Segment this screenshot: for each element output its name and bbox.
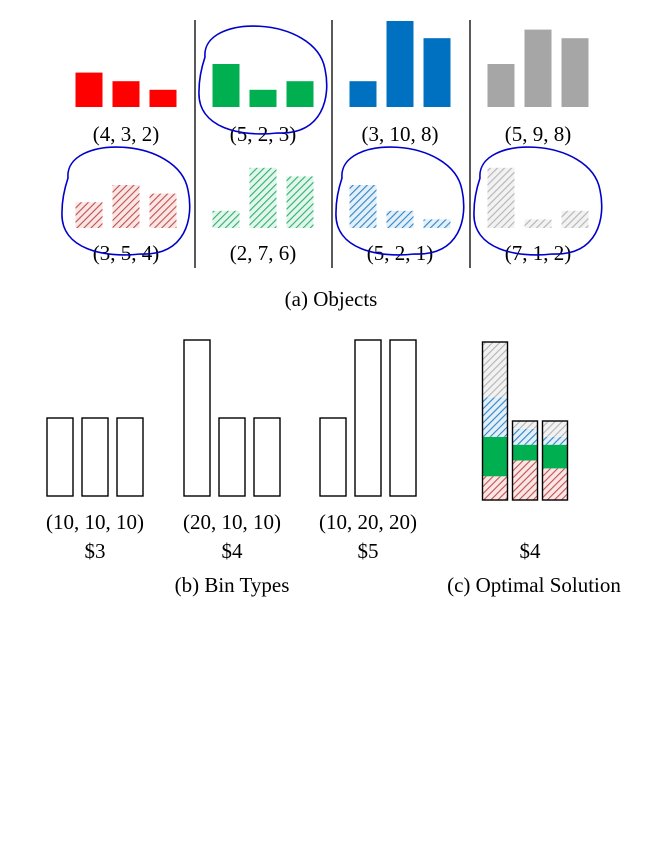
object-red-solid: (4, 3, 2): [75, 72, 177, 146]
object-bar: [75, 202, 103, 228]
object-bar: [423, 219, 451, 228]
packed-blue-hatch: [542, 436, 568, 445]
object-bar: [149, 193, 177, 228]
packed-green-solid: [542, 444, 568, 469]
object-bar: [349, 185, 377, 228]
bin-types-caption: (b) Bin Types: [175, 573, 290, 597]
object-blue-hatch: (5, 2, 1): [335, 146, 465, 265]
object-bar: [386, 210, 414, 228]
packed-red-hatch: [482, 476, 508, 500]
object-red-hatch: (3, 5, 4): [61, 146, 191, 265]
solution-caption: (c) Optimal Solution: [447, 573, 621, 597]
object-bar: [212, 210, 240, 228]
bin-type-bin-b: (20, 10, 10) $4: [183, 339, 281, 563]
object-label: (4, 3, 2): [93, 122, 160, 146]
object-bar: [112, 185, 140, 228]
bin-cost-label: $4: [222, 539, 244, 563]
bin-cost-label: $3: [85, 539, 106, 563]
packed-blue-hatch: [482, 397, 508, 437]
objects-layer: (4, 3, 2) (5, 2, 3) (3, 10, 8) (5, 9, 8) (3,…: [61, 21, 603, 265]
packed-gray-hatch: [512, 421, 538, 429]
selection-outline: [473, 146, 603, 256]
bin-bar: [81, 417, 109, 497]
object-bar: [112, 81, 140, 107]
object-bar: [249, 167, 277, 228]
solution-bin-outline: [541, 420, 569, 501]
object-label: (3, 10, 8): [362, 122, 439, 146]
object-bar: [286, 176, 314, 228]
bin-bar: [116, 417, 144, 497]
bin-bar: [218, 417, 246, 497]
object-bar: [561, 38, 589, 108]
selection-outline: [335, 146, 465, 256]
solution-cost: $4: [520, 539, 542, 563]
object-green-solid: (5, 2, 3): [198, 25, 328, 146]
object-bar: [487, 167, 515, 228]
solution-panel: $4 (c) Optimal Solution: [447, 341, 621, 597]
solution-layer: [481, 341, 569, 501]
bin-dims-label: (20, 10, 10): [183, 510, 281, 534]
bin-types-panel: (10, 10, 10) $3 (20, 10, 10) $4 (10, 20, 20)…: [46, 339, 417, 597]
object-bar: [386, 21, 414, 107]
objects-caption: (a) Objects: [285, 287, 378, 311]
object-bar: [286, 81, 314, 107]
solution-bin-outline: [481, 341, 509, 501]
object-label: (5, 9, 8): [505, 122, 572, 146]
packed-green-solid: [482, 436, 508, 477]
packed-blue-hatch: [512, 428, 538, 445]
bin-dims-label: (10, 10, 10): [46, 510, 144, 534]
objects-panel: (4, 3, 2) (5, 2, 3) (3, 10, 8) (5, 9, 8) (3,…: [61, 20, 603, 311]
bin-cost-label: $5: [358, 539, 379, 563]
object-gray-hatch: (7, 1, 2): [473, 146, 603, 265]
bin-type-bin-c: (10, 20, 20) $5: [319, 339, 417, 563]
bin-bar: [319, 417, 347, 497]
object-bar: [423, 38, 451, 108]
bin-bar: [354, 339, 382, 497]
packed-gray-hatch: [542, 421, 568, 437]
bin-type-bin-a: (10, 10, 10) $3: [46, 417, 144, 563]
object-bar: [561, 210, 589, 228]
object-bar: [487, 64, 515, 107]
packed-red-hatch: [542, 468, 568, 500]
object-bar: [349, 81, 377, 107]
object-bar: [149, 89, 177, 107]
packed-green-solid: [512, 444, 538, 461]
object-bar: [524, 219, 552, 228]
bins-layer: (10, 10, 10) $3 (20, 10, 10) $4 (10, 20, 20)…: [46, 339, 417, 563]
object-bar: [249, 89, 277, 107]
solution-bin-column: [481, 341, 509, 501]
selection-outline: [61, 146, 191, 256]
object-bar: [75, 72, 103, 107]
object-bar: [212, 64, 240, 107]
object-label: (2, 7, 6): [230, 241, 297, 265]
selection-outline: [198, 25, 328, 135]
bin-bar: [389, 339, 417, 497]
bin-bar: [46, 417, 74, 497]
bin-bar: [183, 339, 211, 497]
bin-bar: [253, 417, 281, 497]
packed-red-hatch: [512, 460, 538, 500]
object-green-hatch: (2, 7, 6): [212, 167, 314, 265]
bin-dims-label: (10, 20, 20): [319, 510, 417, 534]
solution-bin-column: [541, 420, 569, 501]
object-bar: [524, 29, 552, 108]
object-blue-solid: (3, 10, 8): [349, 21, 451, 146]
object-gray-solid: (5, 9, 8): [487, 29, 589, 146]
solution-bin-outline: [511, 420, 539, 501]
packed-gray-hatch: [482, 342, 508, 398]
solution-bin-column: [511, 420, 539, 501]
